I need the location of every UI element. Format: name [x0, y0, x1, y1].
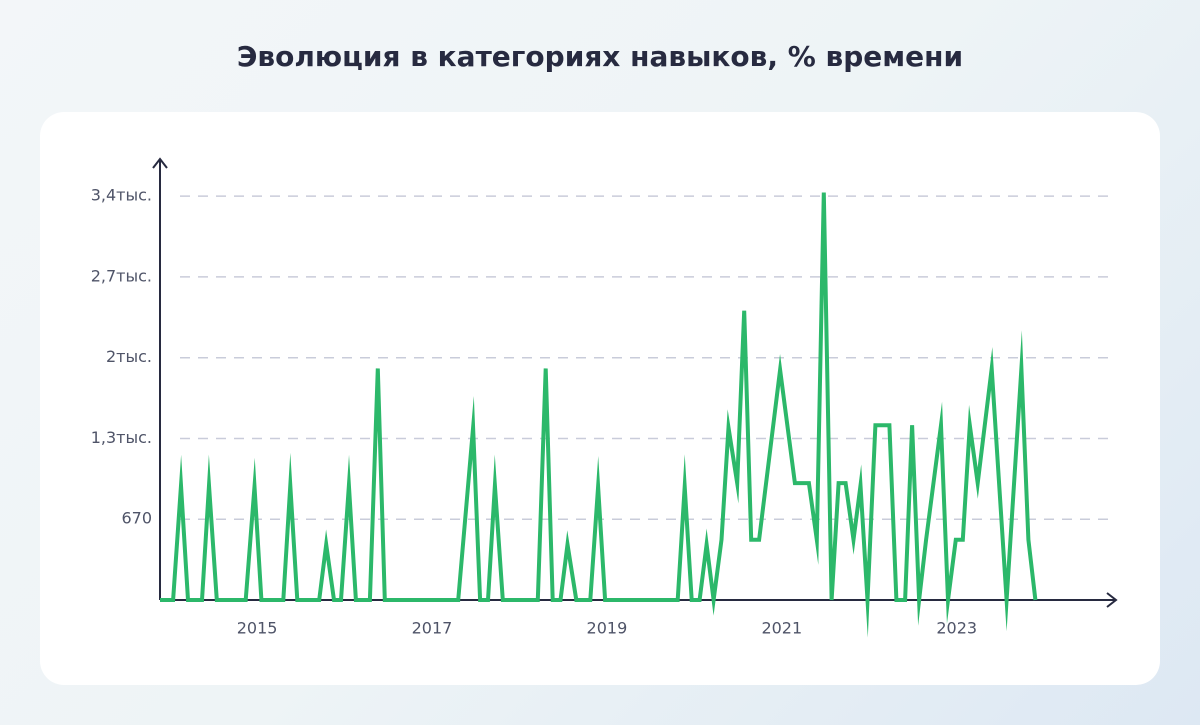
- data-line: [160, 192, 1038, 638]
- y-tick-label: 2тыс.: [106, 347, 152, 366]
- y-tick-label: 1,3тыс.: [91, 428, 152, 447]
- x-tick-label: 2017: [412, 619, 453, 638]
- x-tick-label: 2023: [936, 619, 977, 638]
- x-tick-label: 2015: [237, 619, 278, 638]
- x-tick-label: 2019: [587, 619, 628, 638]
- x-axis-arrow: [1106, 592, 1118, 608]
- y-axis-arrow: [152, 157, 168, 169]
- chart-card: [40, 112, 1160, 685]
- y-tick-label: 2,7тыс.: [91, 266, 152, 285]
- x-tick-label: 2021: [761, 619, 802, 638]
- y-tick-label: 670: [121, 509, 152, 528]
- y-tick-label: 3,4тыс.: [91, 186, 152, 205]
- chart-title: Эволюция в категориях навыков, % времени: [236, 40, 964, 73]
